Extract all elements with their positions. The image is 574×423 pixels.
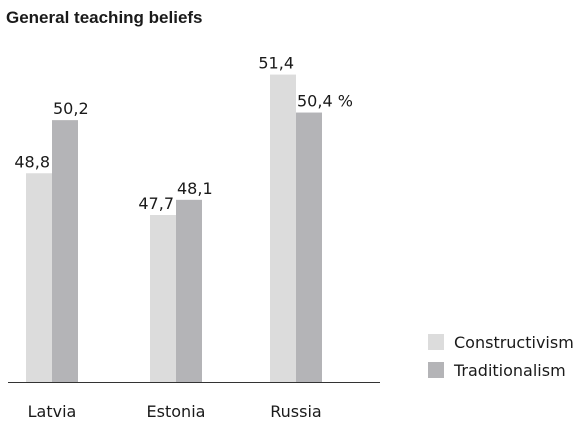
bar-russia-traditionalism <box>296 112 322 382</box>
category-label-russia: Russia <box>270 402 321 421</box>
bar-latvia-traditionalism <box>52 120 78 382</box>
legend-swatch-traditionalism <box>428 362 444 378</box>
category-labels-layer: Latvia Estonia Russia <box>28 402 322 421</box>
value-labels-layer: 48,8 50,2 47,748,1 51,450,4 % <box>14 54 353 213</box>
category-label-latvia: Latvia <box>28 402 77 421</box>
legend-swatch-constructivism <box>428 334 444 350</box>
bar-estonia-traditionalism <box>176 199 202 382</box>
chart-title: General teaching beliefs <box>6 8 203 27</box>
value-label-estonia-constructivism: 47,7 <box>138 194 174 213</box>
bars-layer <box>26 74 322 382</box>
value-label-latvia-traditionalism: 50,2 <box>53 99 89 118</box>
value-label-russia-traditionalism: 50,4 % <box>297 92 353 111</box>
legend-label-constructivism: Constructivism <box>454 333 574 352</box>
legend: Constructivism Traditionalism <box>428 333 574 380</box>
bar-latvia-constructivism <box>26 173 52 382</box>
value-label-latvia-constructivism: 48,8 <box>14 152 50 171</box>
legend-label-traditionalism: Traditionalism <box>453 361 566 380</box>
bar-russia-constructivism <box>270 74 296 382</box>
value-label-russia-constructivism: 51,4 <box>258 54 294 73</box>
bar-estonia-constructivism <box>150 215 176 382</box>
value-label-estonia-traditionalism: 48,1 <box>177 179 213 198</box>
category-label-estonia: Estonia <box>147 402 206 421</box>
